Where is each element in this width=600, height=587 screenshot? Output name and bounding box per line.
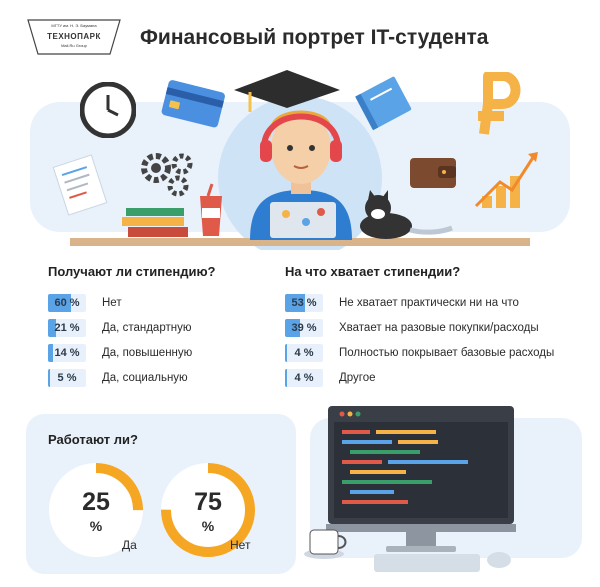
laptop-icon — [270, 202, 336, 238]
list-item: 14 % Да, повышенную — [48, 343, 192, 363]
logo-name: ТЕХНОПАРК — [47, 32, 101, 41]
donut-arc-no — [161, 463, 255, 557]
donut-pct-no: % — [201, 518, 215, 534]
list-item-label: Да, социальную — [102, 372, 188, 384]
list-item-label: Полностью покрывает базовые расходы — [339, 347, 555, 359]
list-item-label: Хватает на разовые покупки/расходы — [339, 322, 539, 334]
list-item-label: Да, повышенную — [102, 347, 193, 359]
percent-badge: 60 % — [48, 294, 86, 312]
donut-ring-yes — [49, 463, 143, 557]
technopark-logo: МГТУ им. Н. Э. Баумана ТЕХНОПАРК Mail.Ru… — [26, 14, 122, 58]
credit-card-icon — [161, 80, 225, 128]
cup-icon — [200, 183, 222, 236]
list-item: 60 % Нет — [48, 293, 122, 313]
logo-line1: МГТУ им. Н. Э. Баумана — [51, 23, 97, 28]
list-item-label: Не хватает практически ни на что — [339, 297, 519, 309]
list-item: 4 % Другое — [285, 368, 376, 388]
book-icon — [355, 76, 412, 131]
monitor-icon — [326, 406, 516, 552]
page-title: Финансовый портрет IT-студента — [140, 26, 489, 49]
percent-badge: 53 % — [285, 294, 323, 312]
percent-badge: 14 % — [48, 344, 86, 362]
document-icon — [52, 154, 108, 216]
donut-no: 75 % Нет — [158, 460, 258, 560]
enough-title: На что хватает стипендии? — [285, 264, 461, 279]
coffee-cup-icon — [304, 529, 347, 559]
list-item-label: Другое — [339, 372, 376, 384]
donut-arc-yes — [49, 463, 143, 557]
scholarship-title: Получают ли стипендию? — [48, 264, 216, 279]
donut-ring-no — [161, 463, 255, 557]
wallet-icon — [410, 158, 456, 188]
workstation-illustration — [296, 400, 596, 582]
list-item: 4 % Полностью покрывает базовые расходы — [285, 343, 554, 363]
percent-badge: 21 % — [48, 319, 86, 337]
donut-value-yes: 25 — [82, 488, 110, 516]
cat-icon — [360, 190, 453, 239]
ruble-icon — [478, 72, 521, 135]
list-item: 53 % Не хватает практически ни на что — [285, 293, 519, 313]
keyboard-icon — [374, 554, 480, 572]
donut-label-yes: Да — [122, 538, 137, 552]
percent-badge: 5 % — [48, 369, 86, 387]
logo-sub: Mail.Ru Group — [61, 43, 87, 48]
donut-value-no: 75 — [194, 488, 222, 516]
percent-badge: 4 % — [285, 344, 323, 362]
gears-icon — [141, 153, 193, 197]
donut-yes: 25 % Да — [46, 460, 146, 560]
books-icon — [122, 208, 188, 237]
mouse-icon — [487, 552, 511, 568]
work-title: Работают ли? — [48, 432, 138, 447]
list-item: 5 % Да, социальную — [48, 368, 188, 388]
list-item-label: Да, стандартную — [102, 322, 192, 334]
hero-illustration — [0, 60, 600, 260]
graduation-cap-icon — [234, 70, 340, 112]
percent-badge: 4 % — [285, 369, 323, 387]
list-item: 39 % Хватает на разовые покупки/расходы — [285, 318, 539, 338]
donut-label-no: Нет — [230, 538, 251, 552]
clock-icon — [80, 82, 136, 138]
percent-badge: 39 % — [285, 319, 323, 337]
list-item-label: Нет — [102, 297, 122, 309]
chart-arrow-icon — [474, 152, 538, 208]
list-item: 21 % Да, стандартную — [48, 318, 191, 338]
donut-pct-yes: % — [89, 518, 103, 534]
